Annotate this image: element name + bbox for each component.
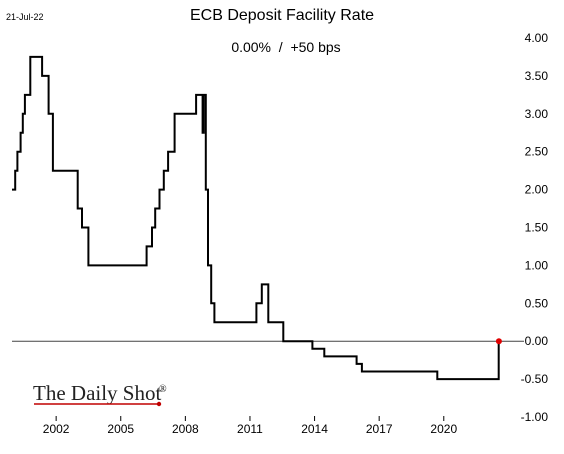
x-tick-label: 2002: [43, 422, 70, 436]
y-tick-label: 2.00: [525, 183, 549, 197]
date-stamp: 21-Jul-22: [6, 12, 44, 22]
x-tick-label: 2011: [237, 422, 263, 436]
chart-title: ECB Deposit Facility Rate: [190, 7, 374, 24]
x-tick-label: 2005: [107, 422, 134, 436]
y-tick-label: -0.50: [521, 372, 549, 386]
brand-dot: [156, 401, 162, 407]
brand-logo: The Daily Shot ®: [33, 381, 167, 407]
y-tick-label: 4.00: [525, 31, 549, 45]
x-tick-label: 2014: [301, 422, 328, 436]
y-tick-label: -1.00: [521, 410, 549, 424]
x-tick-label: 2008: [172, 422, 199, 436]
y-tick-label: 1.00: [525, 258, 549, 272]
y-tick-label: 3.00: [525, 107, 549, 121]
y-axis: 4.00 3.50 3.00 2.50 2.00 1.50 1.00 0.50 0.00 -0.5…: [521, 31, 549, 424]
brand-registered-mark: ®: [159, 384, 167, 395]
x-axis: 2002 2005 2008 2011 2014 2017 2020: [43, 416, 457, 436]
latest-point-marker: [495, 338, 502, 345]
x-tick-label: 2017: [366, 422, 393, 436]
brand-name: The Daily Shot: [33, 381, 161, 405]
y-tick-label: 0.00: [525, 334, 549, 348]
y-tick-label: 2.50: [525, 145, 549, 159]
y-tick-label: 1.50: [525, 221, 549, 235]
x-tick-label: 2020: [430, 422, 457, 436]
rate-series-line: [12, 55, 500, 381]
chart-subtitle: 0.00% / +50 bps: [231, 39, 340, 55]
y-tick-label: 3.50: [525, 69, 549, 83]
y-tick-label: 0.50: [525, 296, 549, 310]
